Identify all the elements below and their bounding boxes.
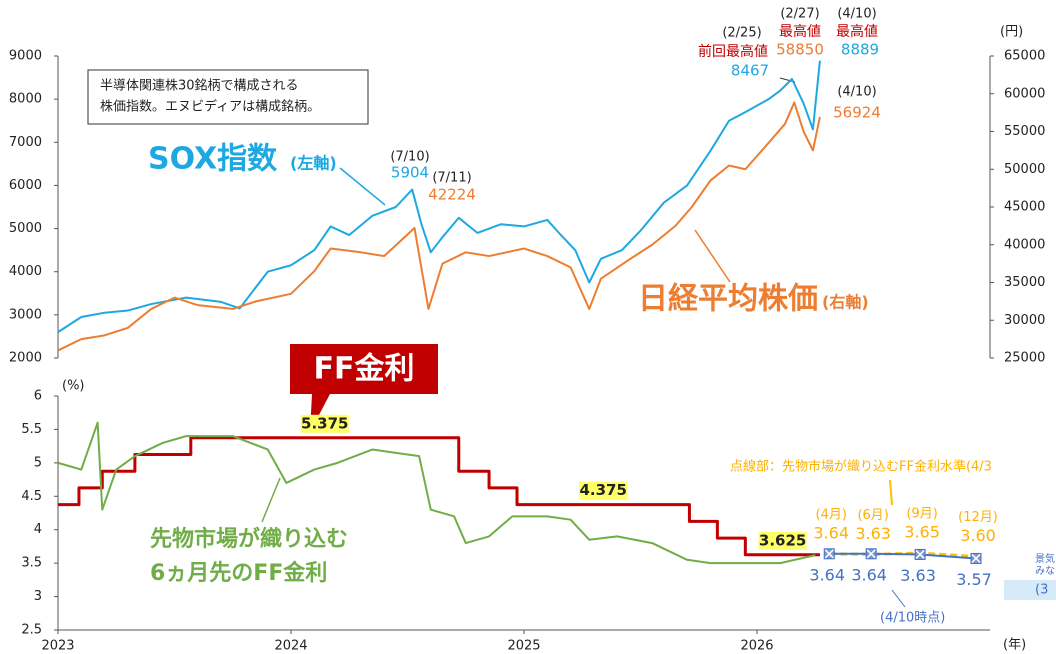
data-label: 4.375	[579, 481, 626, 499]
y-tick-label: 6	[34, 389, 42, 404]
point-marker-x	[866, 549, 876, 559]
series-line	[57, 101, 821, 352]
y-tick-label: 9000	[9, 49, 42, 64]
cut-text: 景気	[1035, 552, 1055, 565]
label-bg	[300, 414, 349, 433]
data-label: 3.64	[809, 565, 845, 584]
label-bg	[758, 531, 807, 550]
point-category: (12月)	[958, 510, 998, 525]
data-label: 3.625	[759, 531, 806, 549]
leader	[339, 167, 386, 206]
x-tick-label: 2025	[507, 639, 540, 654]
callout-value: 42224	[428, 186, 476, 204]
y2-tick-label: 50000	[1004, 162, 1045, 177]
y2-tick-label: 30000	[1004, 313, 1045, 328]
y-tick-label: 3	[34, 589, 42, 604]
data-label: 3.60	[960, 526, 996, 545]
y-tick-label: 6000	[9, 178, 42, 193]
y-tick-label: 5.5	[21, 422, 42, 437]
callout-value: 56924	[833, 104, 881, 122]
series-label: 先物市場が織り込む	[150, 526, 348, 552]
data-label: 3.57	[956, 570, 992, 589]
point-category: (4月)	[816, 507, 847, 522]
data-label: 3.63	[855, 524, 891, 543]
y2-unit: (円)	[1000, 25, 1023, 40]
x-unit: (年)	[1003, 638, 1026, 653]
y-tick-label: 4.5	[21, 489, 42, 504]
data-label: 3.63	[900, 566, 936, 585]
y-tick-label: 8000	[9, 92, 42, 107]
series-label: 6ヵ月先のFF金利	[150, 560, 327, 586]
point-marker-x	[824, 549, 834, 559]
x-tick-label: 2026	[740, 639, 773, 654]
y-tick-label: 3000	[9, 307, 42, 322]
series-line	[58, 436, 820, 557]
series-line	[57, 60, 821, 333]
y-tick-label: 2000	[9, 351, 42, 366]
series-label: (4/10時点)	[880, 611, 945, 626]
callout-value: 5904	[391, 164, 429, 182]
y2-tick-label: 65000	[1004, 49, 1045, 64]
y-tick-label: 4000	[9, 264, 42, 279]
banner	[290, 344, 438, 394]
y-tick-label: 7000	[9, 135, 42, 150]
callout-date: (4/10)	[837, 7, 876, 22]
y-unit: (%)	[62, 379, 85, 394]
data-label: 3.65	[904, 523, 940, 542]
y-tick-label: 2.5	[21, 623, 42, 638]
callout-text: 前回最高値	[698, 43, 768, 60]
y-tick-label: 5000	[9, 221, 42, 236]
point-category: (6月)	[857, 508, 888, 523]
y2-tick-label: 35000	[1004, 275, 1045, 290]
callout-date: (2/27)	[780, 7, 819, 22]
data-label: 3.64	[813, 523, 849, 542]
callout-value: 8467	[731, 62, 769, 80]
callout-value: 8889	[841, 41, 879, 59]
data-label: 5.375	[301, 414, 348, 432]
series-line	[57, 421, 816, 565]
y-tick-label: 5	[34, 455, 42, 470]
note-box	[87, 69, 369, 125]
marks: 2000 3000 4000 5000 6000 7000 8000 9000 25000 300…	[9, 49, 1045, 654]
callout-date: (7/11)	[432, 171, 471, 186]
label-bg	[579, 481, 628, 500]
series-label: SOX指数	[148, 142, 278, 177]
leader	[889, 479, 893, 506]
cut-text: みな	[1035, 565, 1055, 577]
series-line	[829, 552, 977, 560]
y-tick-label: 4	[34, 522, 42, 537]
note: 半導体関連株30銘柄で構成される	[100, 79, 299, 94]
x-tick-label: 2024	[274, 639, 307, 654]
y-tick-label: 3.5	[21, 556, 42, 571]
y2-tick-label: 55000	[1004, 124, 1045, 139]
x-tick-label: 2023	[41, 639, 74, 654]
cut-box	[1004, 580, 1056, 600]
leader	[891, 589, 906, 608]
callout-text: 最高値	[779, 23, 821, 40]
callout-date: (7/10)	[390, 150, 429, 165]
series-label: 日経平均株価	[638, 282, 818, 317]
point-category: (9月)	[906, 507, 937, 522]
y2-tick-label: 40000	[1004, 237, 1045, 252]
leader	[694, 229, 731, 283]
cut-text: (3	[1035, 583, 1048, 598]
y2-tick-label: 45000	[1004, 200, 1045, 215]
series-axis: (左軸)	[290, 154, 337, 173]
series-label: 点線部：先物市場が織り込むFF金利水準(4/3	[730, 459, 992, 475]
chart-title: FF金利	[314, 352, 415, 387]
y2-tick-label: 25000	[1004, 351, 1045, 366]
callout-text: 最高値	[836, 23, 878, 40]
callout-date: (4/10)	[837, 85, 876, 100]
point-marker-x	[915, 549, 925, 559]
note: 株価指数。エヌビディアは構成銘柄。	[100, 99, 320, 115]
point-marker-x	[971, 553, 981, 563]
data-label: 3.64	[851, 565, 887, 584]
y2-tick-label: 60000	[1004, 86, 1045, 101]
callout-date: (2/25)	[722, 26, 761, 41]
series-axis: (右軸)	[822, 293, 869, 312]
callout-value: 58850	[776, 41, 824, 59]
leader	[261, 477, 281, 523]
